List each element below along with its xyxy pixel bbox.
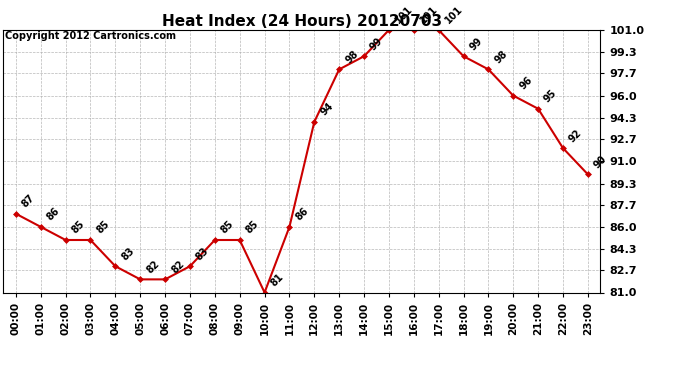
Text: 101: 101 [393, 4, 415, 26]
Text: Copyright 2012 Cartronics.com: Copyright 2012 Cartronics.com [5, 32, 176, 41]
Text: 98: 98 [493, 48, 509, 65]
Text: 85: 85 [70, 219, 86, 236]
Text: 82: 82 [169, 258, 186, 275]
Text: 99: 99 [468, 36, 484, 52]
Text: 101: 101 [418, 4, 440, 26]
Text: 85: 85 [244, 219, 261, 236]
Text: 96: 96 [518, 75, 534, 92]
Text: 82: 82 [144, 258, 161, 275]
Text: 92: 92 [567, 128, 584, 144]
Text: 85: 85 [95, 219, 111, 236]
Text: 83: 83 [119, 245, 136, 262]
Text: 98: 98 [344, 48, 360, 65]
Text: 86: 86 [45, 206, 61, 223]
Text: 83: 83 [194, 245, 211, 262]
Title: Heat Index (24 Hours) 20120703: Heat Index (24 Hours) 20120703 [162, 14, 442, 29]
Text: 99: 99 [368, 36, 385, 52]
Text: 85: 85 [219, 219, 236, 236]
Text: 90: 90 [592, 154, 609, 170]
Text: 101: 101 [443, 4, 464, 26]
Text: 94: 94 [319, 101, 335, 118]
Text: 87: 87 [20, 193, 37, 210]
Text: 81: 81 [268, 272, 286, 288]
Text: 86: 86 [294, 206, 310, 223]
Text: 95: 95 [542, 88, 559, 105]
